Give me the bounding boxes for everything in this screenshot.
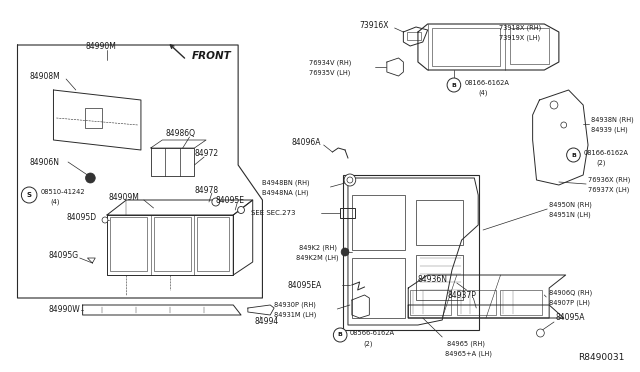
Text: 08566-6162A: 08566-6162A — [350, 330, 395, 336]
Circle shape — [21, 187, 37, 203]
Circle shape — [344, 174, 356, 186]
Text: 84939 (LH): 84939 (LH) — [591, 127, 628, 133]
Text: R8490031: R8490031 — [579, 353, 625, 362]
Text: 73916X: 73916X — [360, 20, 389, 29]
Text: 76937X (LH): 76937X (LH) — [588, 187, 629, 193]
Text: 849K2 (RH): 849K2 (RH) — [300, 245, 337, 251]
Text: SEE SEC.273: SEE SEC.273 — [251, 210, 295, 216]
Text: 849K2M (LH): 849K2M (LH) — [296, 255, 339, 261]
Circle shape — [536, 329, 544, 337]
Text: 84930P (RH): 84930P (RH) — [274, 302, 316, 308]
Circle shape — [212, 198, 220, 206]
Text: S: S — [27, 192, 31, 198]
Text: 84994: 84994 — [255, 317, 279, 326]
Bar — [407, 32, 421, 40]
Bar — [154, 217, 191, 271]
Bar — [457, 290, 496, 315]
Text: 08166-6162A: 08166-6162A — [583, 150, 628, 156]
Text: 84951N (LH): 84951N (LH) — [549, 212, 591, 218]
Text: 76935V (LH): 76935V (LH) — [309, 70, 351, 76]
Circle shape — [347, 177, 353, 183]
Text: B4948NA (LH): B4948NA (LH) — [262, 190, 309, 196]
Text: (4): (4) — [51, 199, 60, 205]
Text: B: B — [451, 83, 456, 87]
Text: 08510-41242: 08510-41242 — [41, 189, 86, 195]
Circle shape — [102, 217, 108, 223]
Circle shape — [86, 173, 95, 183]
Text: B: B — [338, 333, 342, 337]
Text: 84938N (RH): 84938N (RH) — [591, 117, 634, 123]
Bar — [84, 108, 102, 128]
Bar — [343, 175, 479, 330]
Text: 84908M: 84908M — [29, 71, 60, 80]
Text: 84095EA: 84095EA — [288, 280, 322, 289]
Circle shape — [550, 101, 558, 109]
Text: 84907P (LH): 84907P (LH) — [549, 300, 590, 306]
Text: 73919X (LH): 73919X (LH) — [499, 35, 540, 41]
Bar — [352, 258, 405, 318]
Text: 84909M: 84909M — [109, 192, 140, 202]
Text: 84936N: 84936N — [418, 276, 448, 285]
Text: B: B — [571, 153, 576, 157]
Text: 84950N (RH): 84950N (RH) — [549, 202, 592, 208]
Circle shape — [237, 206, 244, 214]
Bar — [510, 28, 549, 64]
Bar — [110, 217, 147, 271]
Bar — [431, 28, 500, 66]
Text: 84990M: 84990M — [86, 42, 116, 51]
Bar — [197, 217, 229, 271]
Text: 84095A: 84095A — [556, 314, 586, 323]
Text: 84906Q (RH): 84906Q (RH) — [549, 290, 593, 296]
Circle shape — [341, 248, 349, 256]
Text: 84906N: 84906N — [29, 157, 59, 167]
Text: 08166-6162A: 08166-6162A — [465, 80, 509, 86]
Text: (2): (2) — [364, 341, 373, 347]
Bar — [410, 290, 451, 315]
Circle shape — [561, 122, 566, 128]
Text: 76934V (RH): 76934V (RH) — [309, 60, 351, 66]
Bar — [416, 200, 463, 245]
Text: 84095E: 84095E — [216, 196, 244, 205]
Text: FRONT: FRONT — [191, 51, 231, 61]
Text: 76936X (RH): 76936X (RH) — [588, 177, 630, 183]
Bar — [416, 255, 463, 300]
Text: 84095D: 84095D — [66, 212, 96, 221]
Text: (4): (4) — [478, 90, 488, 96]
Text: 73918X (RH): 73918X (RH) — [499, 25, 541, 31]
Text: 84095G: 84095G — [49, 250, 79, 260]
Text: 84937P: 84937P — [447, 291, 476, 299]
Bar — [352, 195, 405, 250]
Text: 84931M (LH): 84931M (LH) — [274, 312, 316, 318]
Text: 84965 (RH): 84965 (RH) — [447, 341, 485, 347]
Bar — [500, 290, 542, 315]
Text: 84986Q: 84986Q — [165, 128, 195, 138]
Circle shape — [566, 148, 580, 162]
Text: 84965+A (LH): 84965+A (LH) — [445, 351, 492, 357]
Text: 84972: 84972 — [195, 148, 218, 157]
Text: 84096A: 84096A — [292, 138, 321, 147]
Circle shape — [333, 328, 347, 342]
Text: 84978: 84978 — [195, 186, 218, 195]
Text: (2): (2) — [596, 160, 606, 166]
Circle shape — [447, 78, 461, 92]
Bar — [340, 208, 355, 218]
Text: B4948BN (RH): B4948BN (RH) — [262, 180, 310, 186]
Text: 84990W: 84990W — [49, 305, 81, 314]
